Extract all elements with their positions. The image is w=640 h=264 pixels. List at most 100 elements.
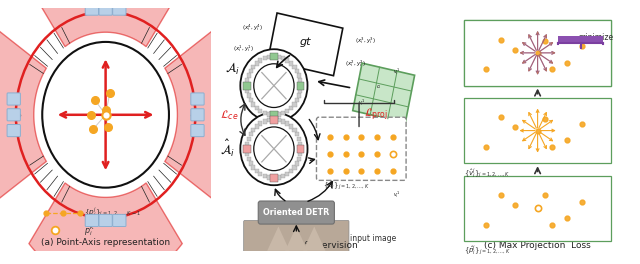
FancyBboxPatch shape	[297, 145, 305, 153]
FancyBboxPatch shape	[289, 169, 293, 173]
FancyBboxPatch shape	[289, 61, 293, 65]
Text: $\{\hat{p}_i^j\}_{j=1,2,\ldots,K}$: $\{\hat{p}_i^j\}_{j=1,2,\ldots,K}$	[464, 243, 511, 257]
FancyBboxPatch shape	[270, 53, 278, 60]
FancyBboxPatch shape	[276, 55, 280, 59]
FancyBboxPatch shape	[268, 118, 271, 122]
FancyBboxPatch shape	[285, 172, 289, 176]
Text: $v_i^1$: $v_i^1$	[358, 97, 365, 108]
FancyBboxPatch shape	[245, 88, 250, 93]
FancyBboxPatch shape	[248, 161, 253, 166]
Polygon shape	[29, 183, 182, 264]
FancyBboxPatch shape	[298, 142, 303, 146]
FancyBboxPatch shape	[464, 20, 611, 86]
FancyBboxPatch shape	[270, 116, 278, 124]
FancyBboxPatch shape	[244, 220, 349, 257]
Text: $p_i^K$: $p_i^K$	[84, 223, 96, 238]
Polygon shape	[285, 227, 307, 251]
FancyBboxPatch shape	[255, 124, 259, 129]
FancyBboxPatch shape	[191, 93, 204, 105]
FancyBboxPatch shape	[292, 128, 296, 132]
FancyBboxPatch shape	[191, 125, 204, 137]
Text: $\hat{\mathcal{A}}_i$: $\hat{\mathcal{A}}_i$	[220, 138, 236, 159]
Text: $\mathcal{L}_{ce}$: $\mathcal{L}_{ce}$	[220, 108, 239, 122]
FancyBboxPatch shape	[243, 145, 251, 153]
FancyBboxPatch shape	[255, 61, 259, 65]
Text: gt: gt	[300, 37, 311, 47]
Text: $\{\hat{p}_i^j\}_{j=1,2,\ldots,K}$: $\{\hat{p}_i^j\}_{j=1,2,\ldots,K}$	[323, 178, 370, 192]
FancyBboxPatch shape	[281, 119, 285, 124]
Text: $\mathcal{L}_{\rm proj}$: $\mathcal{L}_{\rm proj}$	[364, 107, 388, 123]
FancyBboxPatch shape	[285, 58, 289, 63]
FancyBboxPatch shape	[297, 82, 305, 89]
FancyBboxPatch shape	[272, 176, 276, 180]
FancyBboxPatch shape	[276, 175, 280, 180]
FancyBboxPatch shape	[292, 102, 296, 107]
Circle shape	[241, 112, 307, 185]
FancyBboxPatch shape	[270, 174, 278, 182]
FancyBboxPatch shape	[281, 174, 285, 178]
FancyBboxPatch shape	[252, 65, 255, 69]
FancyBboxPatch shape	[259, 201, 334, 224]
Polygon shape	[303, 227, 325, 251]
FancyBboxPatch shape	[464, 20, 611, 86]
Text: $(x_i^1,y_i^1)$: $(x_i^1,y_i^1)$	[233, 43, 253, 54]
Polygon shape	[268, 13, 343, 76]
FancyBboxPatch shape	[262, 56, 267, 60]
FancyBboxPatch shape	[99, 214, 112, 227]
FancyBboxPatch shape	[85, 3, 99, 15]
Text: $\{p_i^j\}_{j=1,2,\ldots,K-1}$: $\{p_i^j\}_{j=1,2,\ldots,K-1}$	[84, 206, 141, 220]
Text: (c) Max Projection  Loss: (c) Max Projection Loss	[484, 241, 591, 249]
FancyBboxPatch shape	[262, 119, 267, 124]
Polygon shape	[29, 0, 182, 47]
FancyBboxPatch shape	[99, 3, 112, 15]
Text: $c_i$: $c_i$	[376, 83, 382, 91]
FancyBboxPatch shape	[248, 69, 253, 73]
FancyBboxPatch shape	[243, 82, 251, 89]
FancyBboxPatch shape	[295, 98, 300, 102]
FancyBboxPatch shape	[297, 73, 301, 78]
FancyBboxPatch shape	[464, 176, 611, 241]
FancyBboxPatch shape	[281, 111, 285, 115]
FancyBboxPatch shape	[7, 125, 20, 137]
FancyBboxPatch shape	[285, 121, 289, 126]
FancyBboxPatch shape	[272, 117, 276, 122]
FancyBboxPatch shape	[245, 142, 250, 146]
FancyBboxPatch shape	[298, 152, 303, 156]
Text: $\mathcal{A}_i$: $\mathcal{A}_i$	[225, 61, 240, 77]
FancyBboxPatch shape	[252, 128, 255, 132]
FancyBboxPatch shape	[292, 165, 296, 170]
FancyBboxPatch shape	[464, 98, 611, 163]
FancyBboxPatch shape	[246, 137, 251, 141]
Text: minimize: minimize	[579, 32, 614, 41]
Text: $\{\hat{v}_i^j\}_{j=1,2,\ldots,K}$: $\{\hat{v}_i^j\}_{j=1,2,\ldots,K}$	[464, 166, 510, 180]
FancyBboxPatch shape	[259, 172, 262, 176]
FancyBboxPatch shape	[246, 157, 251, 161]
FancyBboxPatch shape	[7, 109, 20, 121]
Polygon shape	[268, 227, 289, 251]
FancyBboxPatch shape	[297, 93, 301, 98]
FancyBboxPatch shape	[285, 109, 289, 113]
FancyBboxPatch shape	[259, 121, 262, 126]
FancyBboxPatch shape	[276, 112, 280, 116]
FancyBboxPatch shape	[295, 132, 300, 136]
FancyBboxPatch shape	[289, 124, 293, 129]
Text: $(x_i^2,y_i^2)$: $(x_i^2,y_i^2)$	[346, 58, 366, 69]
FancyBboxPatch shape	[276, 118, 280, 122]
FancyBboxPatch shape	[558, 36, 603, 43]
Polygon shape	[353, 63, 415, 123]
Polygon shape	[165, 27, 253, 203]
FancyBboxPatch shape	[281, 56, 285, 60]
FancyBboxPatch shape	[245, 147, 249, 151]
FancyBboxPatch shape	[268, 55, 271, 59]
FancyBboxPatch shape	[113, 3, 126, 15]
FancyBboxPatch shape	[255, 106, 259, 110]
Circle shape	[254, 127, 294, 171]
Text: Oriented DETR: Oriented DETR	[263, 208, 330, 217]
Text: (b) Supervision: (b) Supervision	[289, 241, 358, 249]
FancyBboxPatch shape	[259, 109, 262, 113]
FancyBboxPatch shape	[272, 54, 276, 59]
FancyBboxPatch shape	[298, 78, 303, 83]
Text: input image: input image	[350, 234, 396, 243]
FancyBboxPatch shape	[295, 69, 300, 73]
FancyBboxPatch shape	[268, 112, 271, 116]
